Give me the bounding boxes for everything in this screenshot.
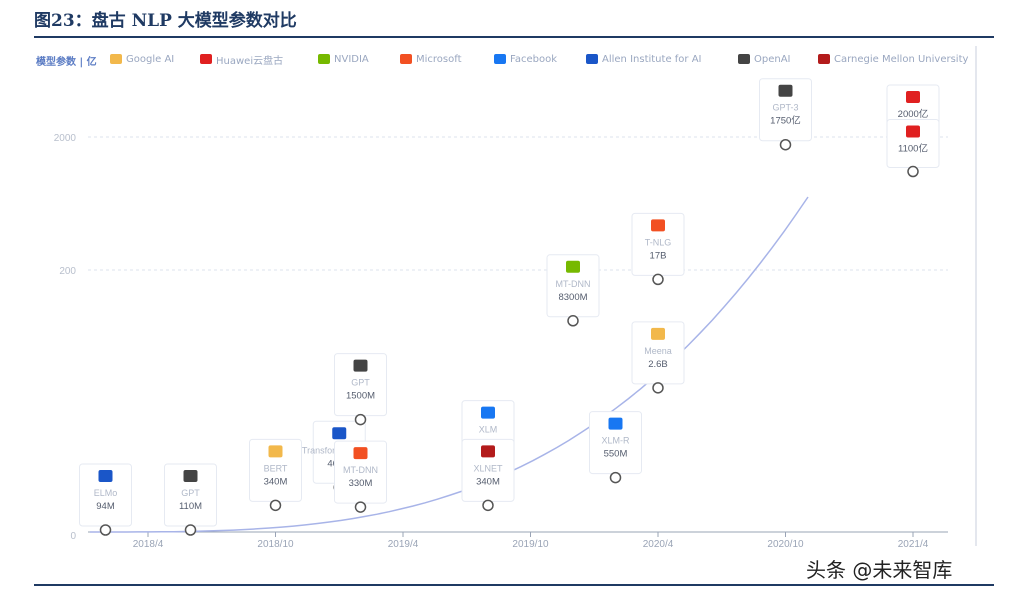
- model-value: 17B: [650, 250, 667, 261]
- y-tick-label: 2000: [54, 133, 77, 144]
- x-tick-label: 2018/4: [133, 539, 164, 550]
- org-icon: [268, 445, 283, 458]
- model-name: BERT: [264, 463, 288, 473]
- org-icon: [481, 445, 495, 458]
- legend-label: Microsoft: [416, 53, 462, 65]
- org-icon: [183, 470, 198, 482]
- model-value: 1750亿: [770, 115, 801, 127]
- org-icon: [651, 327, 665, 340]
- legend-label: OpenAI: [754, 53, 791, 65]
- data-point: [354, 501, 367, 513]
- model-name: Meena: [644, 346, 672, 356]
- data-point: [652, 382, 664, 394]
- legend-label: Facebook: [510, 53, 557, 65]
- data-point: [652, 273, 664, 286]
- data-point: [482, 499, 494, 512]
- legend-item: Microsoft: [400, 52, 462, 66]
- x-tick-label: 2020/10: [767, 539, 804, 550]
- legend-item: Facebook: [494, 52, 557, 66]
- x-tick-label: 2021/4: [898, 539, 929, 550]
- legend-item: Google AI: [110, 52, 174, 66]
- model-name: ELMo: [94, 488, 118, 498]
- data-point: [184, 524, 197, 536]
- org-icon: [481, 406, 495, 419]
- google-ai-icon: [110, 54, 122, 64]
- huawei-icon: [200, 54, 212, 64]
- model-value: 110M: [179, 501, 202, 512]
- ai2-icon: [586, 54, 598, 64]
- bottom-rule: [34, 584, 994, 586]
- x-tick-label: 2019/4: [388, 539, 419, 550]
- top-rule: [34, 36, 994, 38]
- model-value: 2000亿: [898, 108, 929, 120]
- model-value: 94M: [96, 501, 115, 512]
- org-icon: [566, 260, 580, 273]
- model-value: 340M: [476, 476, 500, 487]
- y-tick-label: 0: [70, 531, 76, 542]
- x-tick-label: 2018/10: [257, 539, 294, 550]
- microsoft-icon: [400, 54, 412, 64]
- org-icon: [651, 219, 665, 232]
- x-tick-label: 2019/10: [512, 539, 549, 550]
- legend-label: Huawei云盘古: [216, 55, 284, 67]
- legend-item: NVIDIA: [318, 52, 369, 66]
- figure-title: 图23：盘古 NLP 大模型参数对比: [34, 11, 297, 31]
- legend-item: OpenAI: [738, 52, 791, 66]
- data-point: [269, 499, 282, 512]
- legend-item: Huawei云盘古: [200, 52, 284, 67]
- model-name: XLNET: [473, 463, 503, 473]
- org-icon: [353, 447, 368, 460]
- watermark: 头条 @未来智库: [806, 558, 953, 582]
- model-value: 8300M: [558, 292, 587, 303]
- data-point: [99, 524, 112, 536]
- model-name: GPT-3: [772, 103, 798, 113]
- model-value: 1500M: [346, 391, 375, 402]
- model-value: 2.6B: [648, 359, 668, 370]
- model-name: T-NLG: [645, 237, 672, 247]
- org-icon: [98, 470, 113, 482]
- legend-item: Allen Institute for AI: [586, 52, 702, 66]
- legend-title: 模型参数 | 亿: [36, 57, 97, 68]
- model-name: GPT: [351, 378, 370, 388]
- model-name: XLM: [479, 425, 498, 435]
- org-icon: [906, 125, 920, 138]
- org-icon: [778, 84, 793, 97]
- legend-label: Allen Institute for AI: [602, 53, 702, 65]
- model-name: GPT: [181, 488, 200, 498]
- org-icon: [608, 417, 623, 430]
- model-name: XLM-R: [601, 436, 630, 446]
- data-point: [609, 471, 622, 484]
- legend-item: Carnegie Mellon University: [818, 52, 968, 66]
- openai-icon: [738, 54, 750, 64]
- y-tick-label: 200: [59, 266, 76, 277]
- model-name: MT-DNN: [556, 279, 591, 289]
- org-icon: [332, 427, 347, 440]
- facebook-icon: [494, 54, 506, 64]
- model-name: MT-DNN: [343, 465, 378, 475]
- model-value: 340M: [264, 476, 288, 487]
- legend-label: Carnegie Mellon University: [834, 53, 969, 65]
- model-value: 1100亿: [898, 143, 928, 155]
- trend-line: [90, 196, 809, 533]
- legend-label: NVIDIA: [334, 53, 369, 65]
- legend-label: Google AI: [126, 53, 175, 65]
- model-value: 330M: [349, 478, 373, 489]
- nvidia-icon: [318, 54, 330, 64]
- data-point: [567, 315, 579, 327]
- org-icon: [353, 359, 368, 372]
- data-point: [779, 138, 792, 151]
- org-icon: [906, 91, 920, 103]
- cmu-icon: [818, 54, 830, 64]
- x-tick-label: 2020/4: [643, 539, 674, 550]
- model-value: 550M: [604, 449, 628, 460]
- data-point: [354, 413, 367, 426]
- data-point: [907, 165, 919, 178]
